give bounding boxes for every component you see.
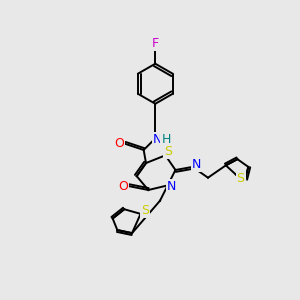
Text: S: S [141,204,149,217]
Text: O: O [114,137,124,150]
Text: S: S [237,172,244,185]
Text: N: N [153,133,162,146]
Text: N: N [167,180,176,194]
Text: S: S [164,145,172,158]
Text: H: H [161,133,171,146]
Text: N: N [192,158,201,171]
Text: O: O [118,180,128,193]
Text: F: F [152,37,159,50]
